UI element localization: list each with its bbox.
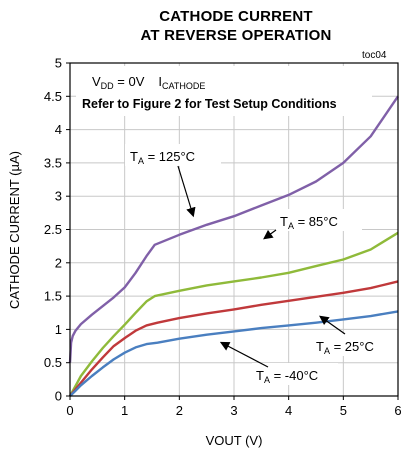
arrow-85: [263, 229, 277, 240]
x-tick-label-5: 5: [340, 403, 347, 418]
series-line-3: [69, 310, 399, 397]
series-label-125: TA = 125°C: [125, 144, 221, 166]
x-tick-label-2: 2: [176, 403, 183, 418]
chart-title-line-2: AT REVERSE OPERATION: [140, 27, 332, 44]
x-tick-label-6: 6: [394, 403, 401, 418]
y-tick-label-8: 4: [55, 122, 62, 137]
svg-text:TA = 85°C: TA = 85°C: [280, 214, 338, 231]
annotation-box-bg: [76, 66, 372, 116]
annotation-line-1: VDD = 0V ICATHODE: [92, 74, 205, 91]
annotation-line-2: Refer to Figure 2 for Test Setup Conditi…: [82, 97, 337, 111]
y-tick-label-4: 2: [55, 255, 62, 270]
y-tick-label-5: 2.5: [44, 222, 62, 237]
x-axis-label: VOUT (V): [206, 433, 263, 448]
arrow-125: [177, 165, 196, 218]
y-tick-label-3: 1.5: [44, 289, 62, 304]
series-label-25: TA = 25°C: [312, 334, 392, 356]
x-tick-label-0: 0: [66, 403, 73, 418]
chart-tag: toc04: [362, 50, 387, 61]
series-line-0: [68, 95, 399, 363]
y-tick-label-0: 0: [55, 389, 62, 404]
y-tick-label-1: 0.5: [44, 355, 62, 370]
y-axis-label: CATHODE CURRENT (µA): [7, 151, 22, 309]
svg-text:TA = -40°C: TA = -40°C: [256, 368, 318, 385]
svg-text:TA = 125°C: TA = 125°C: [130, 149, 195, 166]
x-tick-label-4: 4: [285, 403, 292, 418]
y-tick-label-9: 4.5: [44, 89, 62, 104]
x-tick-label-1: 1: [121, 403, 128, 418]
arrow-25: [319, 315, 346, 335]
annotation-box: VDD = 0V ICATHODE Refer to Figure 2 for T…: [76, 66, 372, 116]
y-tick-label-10: 5: [55, 56, 62, 71]
chart-title-line-1: CATHODE CURRENT: [159, 8, 313, 25]
series-line-2: [69, 280, 399, 397]
series-layer: [68, 95, 399, 397]
y-tick-label-2: 1: [55, 322, 62, 337]
series-line-1: [68, 231, 399, 397]
arrow-neg40: [219, 341, 269, 368]
axis-layer: 0 1 2 3 4 5 6 0 0.5 1 1.5 2 2.5 3 3.5 4 4.5 5: [44, 56, 402, 419]
y-tick-label-7: 3.5: [44, 155, 62, 170]
series-label-85: TA = 85°C: [276, 209, 362, 231]
x-tick-label-3: 3: [230, 403, 237, 418]
y-tick-label-6: 3: [55, 189, 62, 204]
svg-text:TA = 25°C: TA = 25°C: [316, 339, 374, 356]
series-label-neg40: TA = -40°C: [252, 363, 338, 385]
